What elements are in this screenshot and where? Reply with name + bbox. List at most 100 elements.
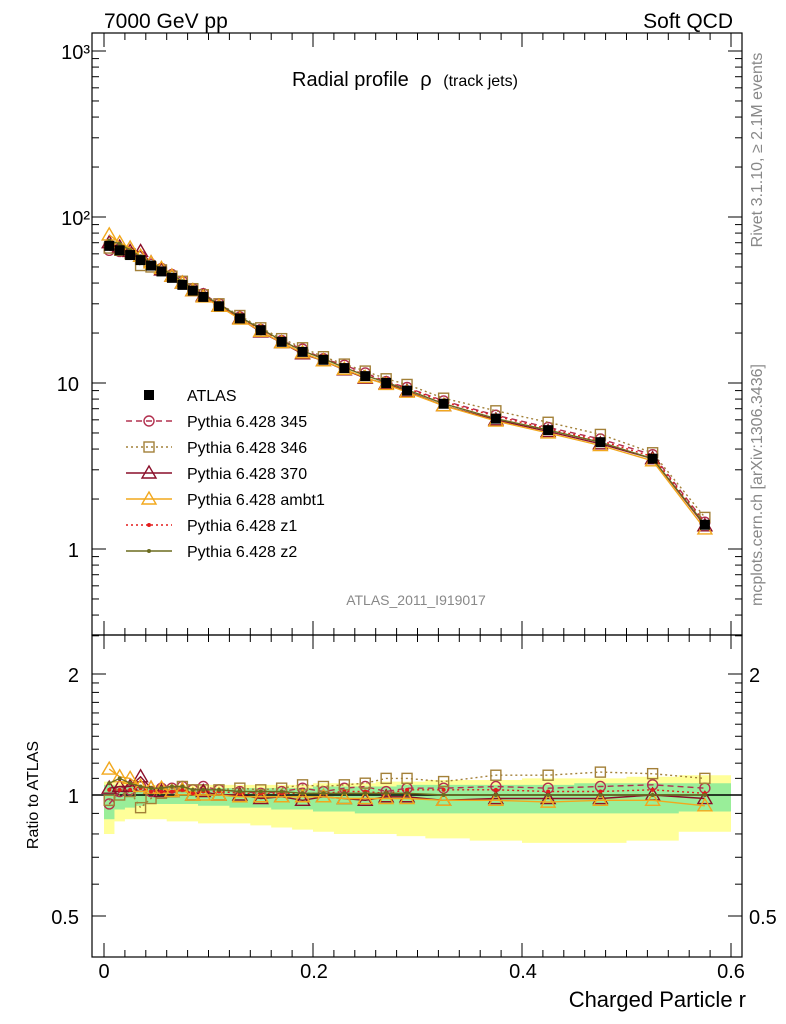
point-atlas: [177, 279, 188, 290]
point-pythia-6-428-ambt1: [435, 791, 452, 807]
xtick-label-0: 0: [98, 961, 109, 983]
point-pythia-6-428-ambt1: [539, 793, 557, 808]
point-pythia-6-428-370: [398, 788, 416, 803]
series-line-pythia-6-428-346: [109, 247, 706, 518]
point-pythia-6-428-370: [357, 791, 374, 807]
point-pythia-6-428-z1: [441, 787, 446, 792]
point-pythia-6-428-ambt1: [487, 791, 505, 807]
point-pythia-6-428-z1: [159, 789, 164, 794]
header-right: Soft QCD: [643, 10, 733, 33]
point-atlas: [156, 266, 167, 277]
point-pythia-6-428-346: [359, 777, 371, 789]
point-pythia-6-428-z2: [169, 784, 174, 789]
point-pythia-6-428-z1: [650, 787, 655, 792]
point-pythia-6-428-z2: [702, 793, 707, 797]
point-atlas: [198, 291, 209, 302]
point-atlas: [595, 437, 606, 448]
legend-label-atlas: ATLAS: [187, 388, 237, 405]
point-pythia-6-428-ambt1: [644, 791, 661, 807]
point-pythia-6-428-370: [377, 788, 395, 803]
point-pythia-6-428-ambt1: [210, 786, 228, 801]
point-atlas: [360, 371, 371, 382]
point-pythia-6-428-z2: [363, 791, 368, 796]
point-pythia-6-428-ambt1: [184, 786, 202, 801]
point-atlas: [213, 301, 224, 312]
point-pythia-6-428-z2: [138, 784, 143, 789]
main-ytick-label-10: 10: [57, 374, 79, 396]
point-pythia-6-428-z2: [300, 791, 305, 796]
main-series-atlas: [104, 240, 710, 530]
legend-label-pythia-6-428-ambt1: Pythia 6.428 ambt1: [187, 492, 325, 509]
point-atlas: [543, 425, 554, 436]
series-line-pythia-6-428-z1: [109, 787, 705, 795]
point-pythia-6-428-z2: [321, 791, 326, 796]
point-pythia-6-428-ambt1: [101, 760, 118, 775]
point-pythia-6-428-370: [101, 779, 118, 794]
point-pythia-6-428-z1: [149, 789, 154, 794]
point-pythia-6-428-346: [437, 775, 450, 788]
legend-label-pythia-6-428-346: Pythia 6.428 346: [187, 440, 307, 457]
point-atlas: [104, 240, 115, 251]
point-pythia-6-428-z2: [279, 789, 284, 794]
legend-marker-pythia-6-428-370: [140, 464, 158, 479]
main-y-tick-labels: 1 10 10² 10³: [57, 42, 91, 562]
point-pythia-6-428-z2: [159, 786, 164, 791]
point-pythia-6-428-z1: [117, 787, 122, 792]
legend-item-pythia-6-428-z1: Pythia 6.428 z1: [126, 518, 297, 535]
point-pythia-6-428-z1: [169, 789, 174, 794]
point-pythia-6-428-346: [646, 767, 659, 780]
ratio-ytick-label-2: 2: [68, 665, 79, 687]
point-pythia-6-428-ambt1: [111, 768, 128, 783]
ratio-y-tick-labels: 0.5 1 2 0.5 2: [51, 665, 777, 929]
legend-label-pythia-6-428-345: Pythia 6.428 345: [187, 414, 307, 431]
point-pythia-6-428-346: [134, 801, 147, 814]
ratio-ytick-label-05: 0.5: [51, 907, 79, 929]
point-pythia-6-428-z1: [180, 787, 185, 792]
point-pythia-6-428-z1: [546, 789, 551, 794]
point-pythia-6-428-z2: [237, 789, 242, 794]
legend-marker-pythia-6-428-z1: [147, 523, 151, 527]
point-pythia-6-428-370: [696, 790, 714, 805]
point-pythia-6-428-z2: [180, 784, 185, 789]
legend-item-pythia-6-428-z2: Pythia 6.428 z2: [126, 544, 297, 561]
chart-title-symbol: ρ: [420, 69, 431, 91]
ratio-y-axis-label: Ratio to ATLAS: [25, 741, 42, 849]
point-pythia-6-428-z2: [107, 781, 112, 786]
point-pythia-6-428-346: [542, 769, 554, 781]
ratio-ytick-label-05-right: 0.5: [749, 907, 777, 929]
legend-marker-pythia-6-428-z2: [147, 549, 151, 553]
rivet-label: Rivet 3.1.10, ≥ 2.1M events: [749, 53, 766, 248]
point-pythia-6-428-346: [401, 772, 413, 785]
point-pythia-6-428-370: [252, 790, 269, 805]
legend-marker-pythia-6-428-345: [143, 415, 155, 427]
point-pythia-6-428-z2: [117, 241, 122, 246]
point-pythia-6-428-z2: [493, 793, 498, 797]
point-pythia-6-428-z1: [405, 787, 410, 792]
point-pythia-6-428-ambt1: [377, 790, 395, 805]
main-series-pythia-6-428-370: [101, 234, 714, 532]
point-pythia-6-428-346: [380, 772, 392, 785]
point-pythia-6-428-370: [294, 791, 311, 807]
point-pythia-6-428-z2: [117, 776, 122, 781]
point-pythia-6-428-z1: [107, 787, 112, 792]
ratio-ytick-label-2-right: 2: [749, 665, 760, 687]
analysis-id: ATLAS_2011_I919017: [346, 592, 486, 608]
point-pythia-6-428-z1: [493, 787, 498, 792]
legend-item-pythia-6-428-370: Pythia 6.428 370: [126, 464, 307, 483]
legend-label-pythia-6-428-z2: Pythia 6.428 z2: [187, 544, 297, 561]
point-atlas: [297, 346, 308, 357]
point-atlas: [699, 519, 710, 530]
point-pythia-6-428-370: [153, 783, 170, 798]
legend-item-pythia-6-428-ambt1: Pythia 6.428 ambt1: [126, 490, 325, 509]
point-atlas: [276, 336, 287, 347]
point-pythia-6-428-z2: [650, 793, 655, 797]
point-pythia-6-428-ambt1: [252, 788, 269, 803]
point-pythia-6-428-z2: [546, 793, 551, 797]
header-left: 7000 GeV pp: [104, 10, 228, 33]
main-ytick-label-100: 10²: [61, 208, 90, 230]
point-atlas: [146, 260, 157, 271]
point-atlas: [647, 453, 658, 464]
legend-item-pythia-6-428-346: Pythia 6.428 346: [126, 440, 307, 457]
point-pythia-6-428-ambt1: [696, 797, 714, 812]
